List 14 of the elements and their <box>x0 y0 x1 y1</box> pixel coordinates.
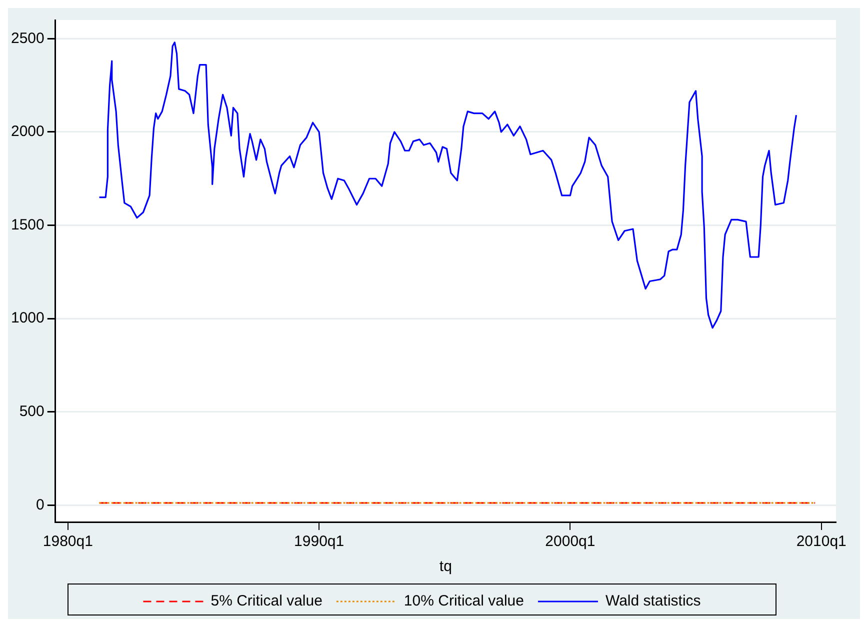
x-tick-label: 1990q1 <box>294 533 344 550</box>
y-tick-label: 0 <box>36 496 44 514</box>
legend-label: 5% Critical value <box>210 592 322 610</box>
x-tick-label: 2010q1 <box>796 533 846 550</box>
legend-label: 10% Critical value <box>404 592 524 610</box>
y-tick-label: 2500 <box>10 30 44 47</box>
y-tick-label: 2000 <box>10 123 44 140</box>
x-tick-label: 1980q1 <box>42 533 93 550</box>
y-tick-label: 1500 <box>10 216 44 234</box>
y-tick-label: 1000 <box>10 310 44 327</box>
x-axis-title: tq <box>439 558 452 576</box>
legend-label: Wald statistics <box>605 592 701 610</box>
x-tick-label: 2000q1 <box>545 533 596 550</box>
y-tick-label: 500 <box>19 403 44 420</box>
